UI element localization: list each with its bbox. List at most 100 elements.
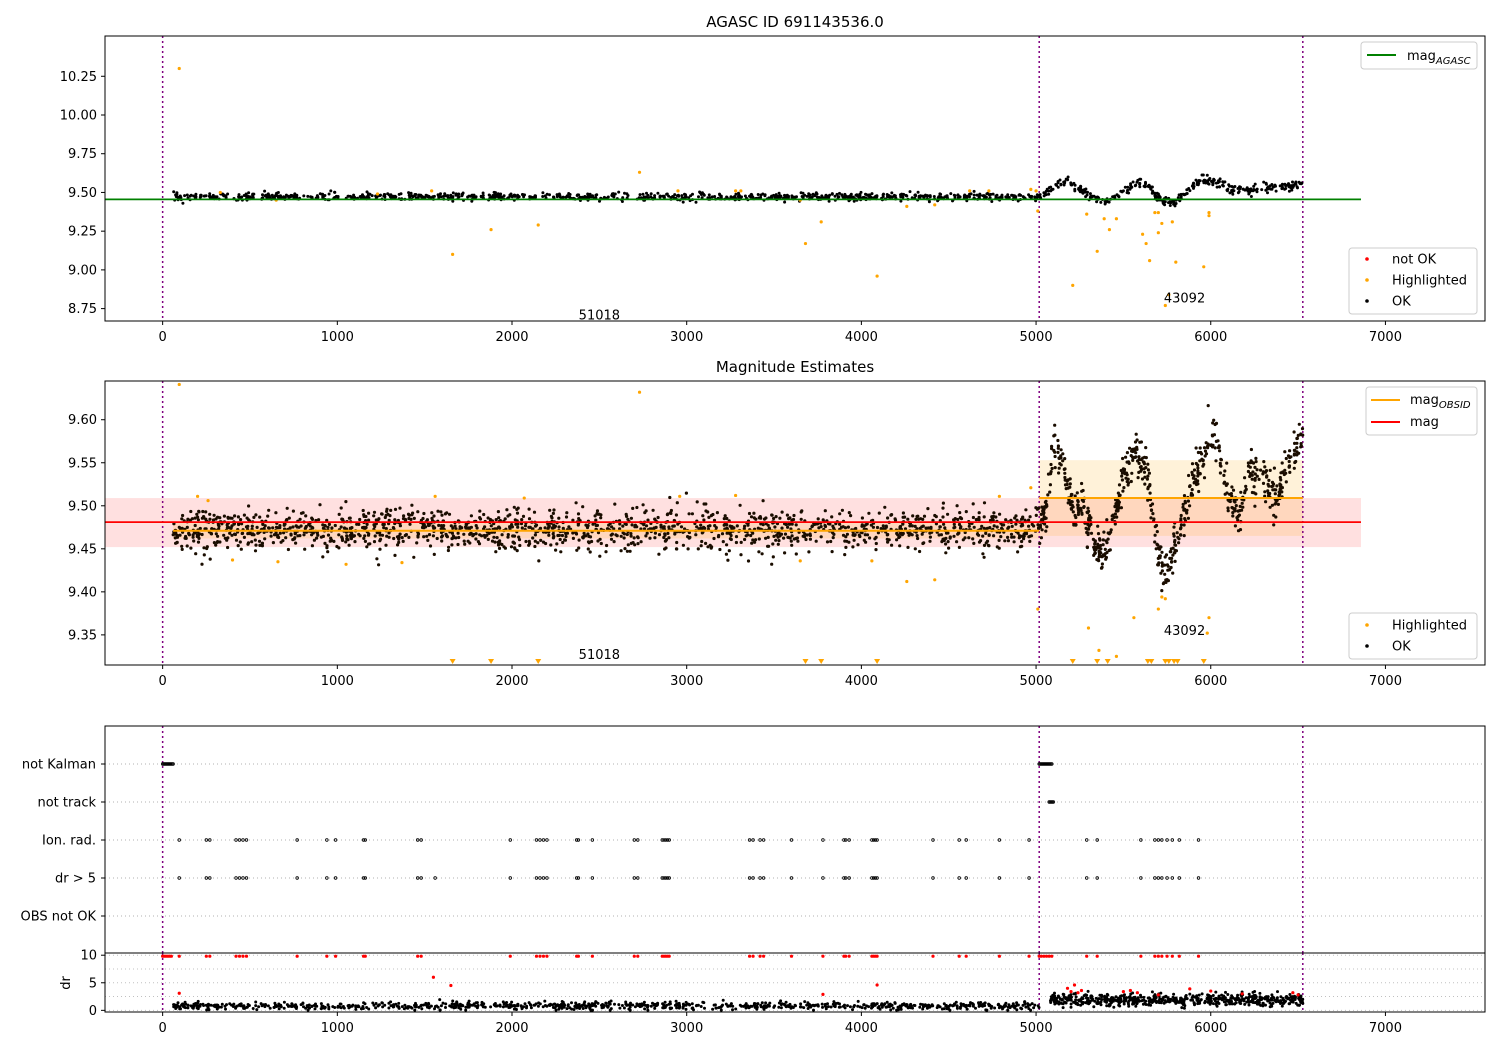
ok-point bbox=[1254, 456, 1258, 460]
ok-point bbox=[194, 195, 198, 199]
x-tick-label: 6000 bbox=[1194, 330, 1227, 345]
ok-point bbox=[443, 512, 447, 516]
ok-point bbox=[1134, 183, 1138, 187]
ok-point bbox=[757, 550, 761, 554]
ok-point bbox=[449, 524, 453, 528]
ok-point bbox=[1079, 185, 1083, 189]
ok-point bbox=[644, 524, 649, 528]
ok-point bbox=[980, 524, 984, 528]
flag-point bbox=[873, 876, 878, 880]
ok-point bbox=[1117, 494, 1121, 498]
ok-point bbox=[210, 527, 214, 531]
ok-point bbox=[460, 192, 464, 196]
ok-point bbox=[972, 525, 976, 529]
ok-point bbox=[515, 511, 520, 515]
ok-point bbox=[358, 195, 362, 199]
flag-category-label: not track bbox=[37, 796, 96, 811]
ok-point bbox=[225, 526, 229, 530]
ok-point bbox=[794, 552, 798, 556]
ok-point bbox=[1081, 191, 1085, 195]
ok-point bbox=[564, 515, 569, 519]
ok-point bbox=[377, 563, 381, 567]
dr-point bbox=[585, 1004, 589, 1008]
ok-point bbox=[365, 190, 369, 194]
ok-point bbox=[734, 540, 739, 545]
highlighted-point bbox=[1144, 241, 1148, 246]
ok-point bbox=[520, 518, 524, 522]
ok-point bbox=[574, 501, 578, 505]
ok-point bbox=[490, 195, 494, 199]
ok-point bbox=[593, 514, 597, 518]
ok-point bbox=[1241, 187, 1245, 191]
ok-point bbox=[1080, 481, 1084, 486]
ok-point bbox=[754, 517, 758, 521]
ok-point bbox=[1192, 185, 1196, 188]
ok-point bbox=[258, 515, 262, 519]
ok-point bbox=[599, 541, 603, 546]
ok-point bbox=[414, 196, 418, 200]
ok-point bbox=[639, 196, 643, 200]
ok-point bbox=[357, 522, 361, 527]
ok-point bbox=[217, 527, 221, 531]
ok-point bbox=[363, 539, 367, 544]
ok-point bbox=[1226, 509, 1230, 513]
ok-point bbox=[1190, 462, 1195, 466]
dr-point bbox=[1134, 1004, 1138, 1008]
ok-point bbox=[316, 195, 320, 199]
highlighted-point bbox=[819, 220, 823, 224]
highlighted-point bbox=[1205, 631, 1209, 635]
ok-point bbox=[1295, 446, 1299, 450]
ok-point bbox=[1214, 459, 1218, 463]
dr-point bbox=[667, 1002, 671, 1006]
ok-point bbox=[1261, 481, 1266, 485]
ok-point bbox=[1262, 460, 1266, 464]
ok-point bbox=[505, 508, 509, 512]
ok-point bbox=[1196, 469, 1200, 473]
flag-point bbox=[234, 838, 238, 842]
ok-point bbox=[463, 542, 467, 546]
ok-point bbox=[1253, 476, 1257, 481]
dr-point bbox=[350, 1004, 354, 1008]
ok-point bbox=[1105, 550, 1109, 555]
ok-point bbox=[367, 511, 371, 515]
ok-point bbox=[669, 196, 673, 199]
ok-point bbox=[820, 194, 824, 198]
dr-point bbox=[702, 1001, 706, 1005]
ok-point bbox=[386, 512, 390, 516]
ok-point bbox=[180, 547, 184, 552]
ok-point bbox=[372, 514, 376, 518]
ok-point bbox=[1084, 195, 1088, 199]
ok-point bbox=[1080, 512, 1084, 516]
ok-point bbox=[536, 541, 540, 545]
ok-point bbox=[981, 552, 985, 556]
dr-point bbox=[1214, 990, 1218, 994]
ok-point bbox=[726, 558, 730, 562]
ok-point bbox=[1097, 553, 1102, 557]
flag-point bbox=[1165, 838, 1169, 842]
ok-point bbox=[282, 195, 286, 199]
dr-point bbox=[760, 1001, 764, 1005]
ok-point bbox=[835, 192, 839, 196]
ok-point bbox=[1240, 501, 1244, 505]
ok-point bbox=[558, 537, 562, 542]
ok-point bbox=[1020, 534, 1024, 538]
ok-point bbox=[446, 548, 450, 553]
ok-point bbox=[687, 512, 691, 516]
ok-point bbox=[1148, 491, 1152, 495]
ok-point bbox=[1255, 190, 1259, 194]
dr-point bbox=[777, 1005, 781, 1009]
dr-point bbox=[977, 1002, 981, 1006]
ok-point bbox=[175, 533, 179, 538]
ok-point bbox=[407, 535, 411, 540]
ok-point bbox=[497, 546, 502, 551]
ok-point bbox=[533, 533, 538, 537]
ok-point bbox=[1206, 404, 1210, 408]
ok-point bbox=[1251, 470, 1255, 474]
dr-point bbox=[510, 1000, 514, 1004]
dr-point bbox=[413, 1008, 417, 1012]
ok-point bbox=[1106, 531, 1110, 535]
dr-point bbox=[552, 1002, 556, 1006]
ok-point bbox=[1099, 200, 1103, 204]
dr-point bbox=[254, 1004, 258, 1008]
ok-point bbox=[807, 550, 811, 554]
